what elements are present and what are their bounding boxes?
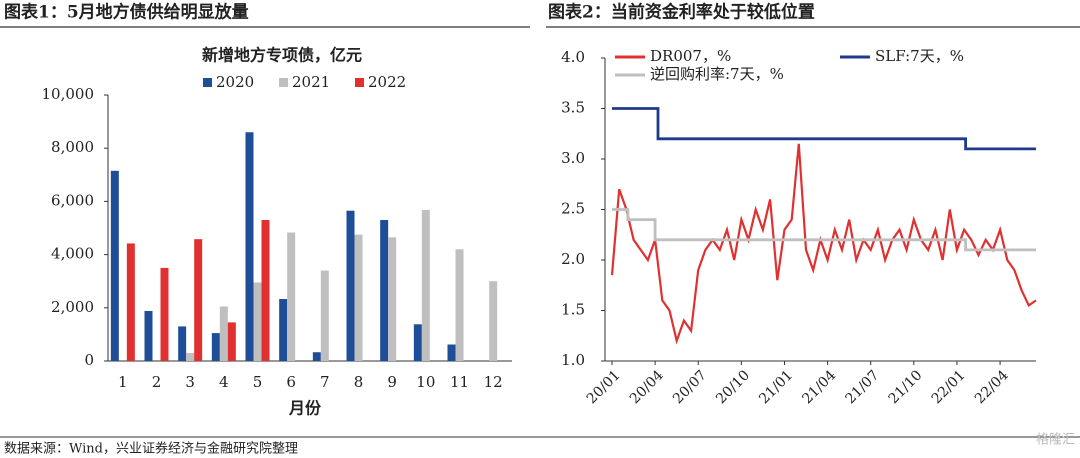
y-tick-label: 1.5 bbox=[561, 301, 585, 319]
line-series bbox=[612, 107, 1036, 151]
bar bbox=[413, 324, 422, 361]
bar bbox=[186, 353, 195, 361]
y-tick-label: 10,000 bbox=[42, 85, 95, 103]
bar bbox=[261, 220, 270, 361]
legend-label: 2021 bbox=[292, 73, 330, 91]
x-tick-label: 22/01 bbox=[929, 367, 969, 407]
x-tick-label: 22/04 bbox=[972, 367, 1012, 407]
line-series bbox=[610, 143, 1037, 345]
bar bbox=[388, 237, 397, 361]
x-tick-label: 1 bbox=[118, 373, 128, 391]
y-tick-label: 0 bbox=[84, 351, 94, 369]
y-tick-label: 1.0 bbox=[561, 351, 585, 369]
bar bbox=[245, 132, 254, 361]
bar bbox=[144, 310, 153, 361]
bar bbox=[346, 210, 355, 361]
legend-swatch bbox=[355, 78, 364, 87]
bar bbox=[312, 352, 321, 361]
legend-label: SLF:7天，% bbox=[875, 47, 964, 65]
y-tick-label: 2.0 bbox=[561, 250, 585, 268]
x-tick-label: 12 bbox=[484, 373, 503, 391]
header-left: 图表1：5月地方债供给明显放量 bbox=[4, 2, 249, 23]
x-tick-label: 11 bbox=[450, 373, 469, 391]
x-tick-label: 20/04 bbox=[627, 367, 667, 407]
legend-swatch bbox=[279, 78, 288, 87]
bar bbox=[178, 326, 187, 361]
x-tick-label: 21/10 bbox=[886, 367, 926, 407]
bar bbox=[253, 282, 262, 361]
x-tick-label: 20/01 bbox=[584, 367, 624, 407]
watermark: 格隆汇 bbox=[1036, 432, 1075, 448]
bar bbox=[354, 234, 363, 361]
y-tick-label: 3.0 bbox=[561, 149, 585, 167]
chart-title: 新增地方专项债，亿元 bbox=[202, 46, 362, 65]
legend-label: DR007，% bbox=[650, 47, 731, 65]
bar bbox=[160, 267, 169, 361]
header-right: 图表2：当前资金利率处于较低位置 bbox=[548, 2, 815, 23]
bar bbox=[126, 243, 135, 361]
x-tick-label: 21/04 bbox=[799, 367, 839, 407]
legend-label: 逆回购利率:7天，% bbox=[650, 65, 784, 83]
legend-label: 2020 bbox=[216, 73, 254, 91]
bar bbox=[194, 239, 203, 361]
x-tick-label: 21/07 bbox=[843, 367, 883, 407]
bar bbox=[227, 322, 236, 361]
x-tick-label: 3 bbox=[185, 373, 195, 391]
bar bbox=[455, 249, 464, 361]
bar bbox=[489, 281, 498, 361]
x-tick-label: 7 bbox=[320, 373, 330, 391]
x-tick-label: 4 bbox=[219, 373, 229, 391]
x-tick-label: 2 bbox=[152, 373, 162, 391]
y-tick-label: 4.0 bbox=[561, 48, 585, 66]
bar bbox=[287, 232, 296, 361]
source: 数据来源：Wind，兴业证券经济与金融研究院整理 bbox=[4, 441, 298, 457]
y-tick-label: 2,000 bbox=[51, 298, 94, 316]
bar bbox=[110, 170, 119, 361]
legend-swatch bbox=[203, 78, 212, 87]
x-tick-label: 20/10 bbox=[713, 367, 753, 407]
x-tick-label: 21/01 bbox=[756, 367, 796, 407]
y-tick-label: 6,000 bbox=[51, 191, 94, 209]
x-axis-title: 月份 bbox=[288, 399, 322, 418]
bar bbox=[219, 306, 228, 361]
legend-label: 2022 bbox=[368, 73, 406, 91]
x-tick-label: 9 bbox=[387, 373, 397, 391]
bar bbox=[421, 209, 430, 361]
y-tick-label: 3.5 bbox=[561, 99, 585, 117]
bar bbox=[447, 344, 456, 361]
x-tick-label: 6 bbox=[286, 373, 296, 391]
x-tick-label: 5 bbox=[253, 373, 263, 391]
bar bbox=[380, 220, 389, 361]
y-tick-label: 4,000 bbox=[51, 245, 94, 263]
y-tick-label: 2.5 bbox=[561, 200, 585, 218]
x-tick-label: 10 bbox=[416, 373, 435, 391]
bar bbox=[320, 270, 329, 361]
bar bbox=[211, 333, 220, 361]
x-tick-label: 20/07 bbox=[670, 367, 710, 407]
bar bbox=[279, 299, 288, 361]
y-tick-label: 8,000 bbox=[51, 138, 94, 156]
x-tick-label: 8 bbox=[354, 373, 364, 391]
line-series bbox=[612, 208, 1036, 252]
